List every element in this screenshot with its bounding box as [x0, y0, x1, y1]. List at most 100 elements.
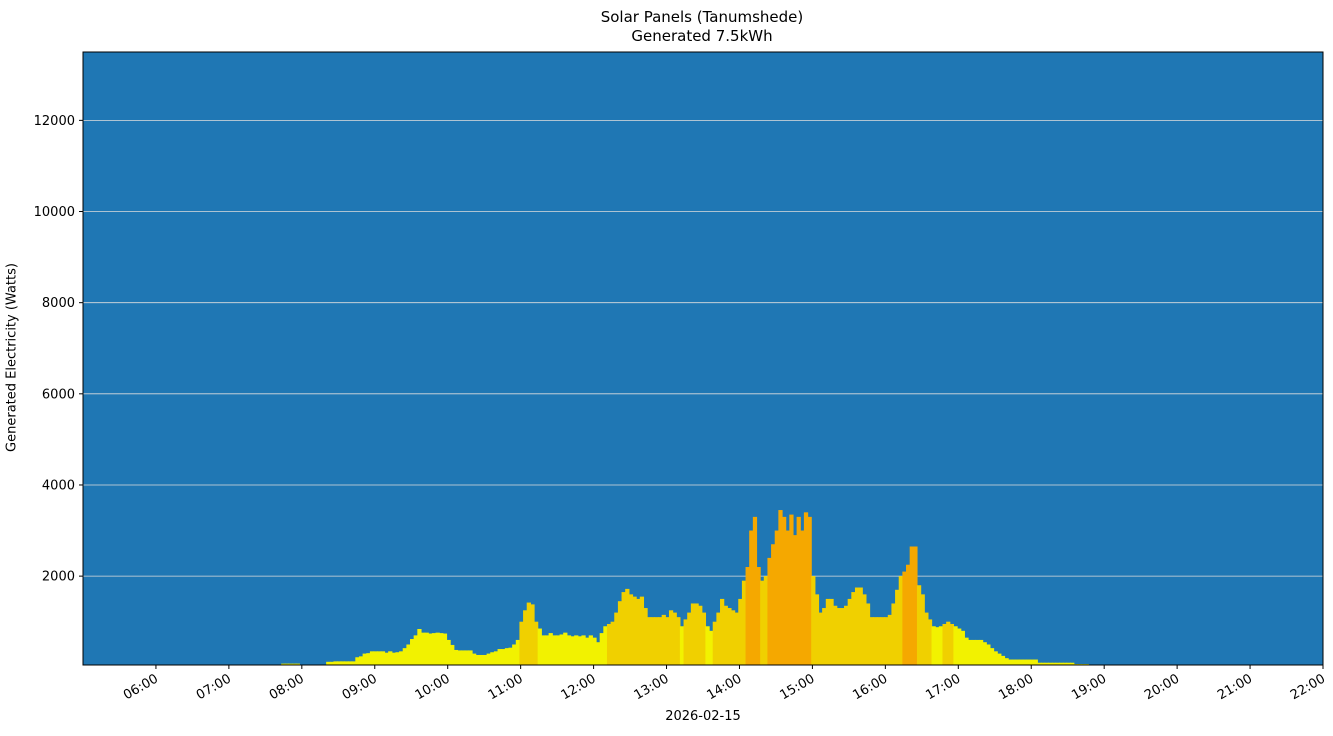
- data-bar: [767, 557, 772, 665]
- data-bar: [902, 571, 907, 665]
- data-bar: [439, 633, 444, 665]
- y-tick-label: 6000: [42, 387, 75, 402]
- data-bar: [497, 649, 502, 665]
- data-bar: [679, 626, 685, 665]
- data-bar: [559, 634, 564, 665]
- data-bar: [730, 610, 736, 665]
- data-bar: [373, 651, 378, 665]
- data-bar: [895, 589, 900, 665]
- data-bar: [734, 612, 739, 665]
- data-bar: [741, 580, 747, 665]
- data-bar: [716, 612, 721, 665]
- data-bar: [606, 623, 612, 665]
- data-bar: [971, 639, 976, 665]
- data-bar: [975, 639, 980, 665]
- data-bar: [873, 617, 878, 665]
- data-bar: [938, 626, 944, 665]
- data-bar: [698, 605, 703, 665]
- data-bar: [574, 635, 579, 665]
- data-bar: [712, 621, 717, 665]
- data-bar: [337, 661, 342, 665]
- data-bar: [672, 612, 677, 665]
- plot-background: [83, 52, 1323, 665]
- plot-frame: [82, 51, 1324, 666]
- data-bar: [953, 626, 958, 665]
- data-bar: [413, 635, 418, 665]
- data-bar: [391, 652, 397, 665]
- data-bar: [617, 601, 623, 665]
- x-tick-label: 06:00: [121, 671, 161, 703]
- data-bar: [727, 608, 732, 665]
- data-bar: [989, 648, 995, 665]
- data-bar: [927, 619, 933, 665]
- data-bar: [960, 630, 965, 665]
- data-bar: [632, 596, 637, 665]
- data-bar: [949, 623, 955, 665]
- data-bar: [738, 598, 743, 665]
- data-bar: [592, 637, 597, 665]
- data-bar: [829, 598, 834, 665]
- data-bar: [515, 639, 521, 665]
- data-bar: [563, 632, 568, 665]
- data-bar: [501, 649, 506, 665]
- data-bar: [417, 628, 422, 665]
- data-bar: [876, 617, 882, 665]
- data-bar: [402, 648, 407, 665]
- x-tick-label: 22:00: [1288, 671, 1328, 703]
- data-bar: [916, 585, 922, 665]
- data-bar: [351, 661, 356, 665]
- data-bar: [749, 530, 754, 665]
- data-bar: [942, 623, 947, 665]
- data-bar: [705, 626, 710, 665]
- data-bar: [858, 587, 863, 665]
- data-bar: [964, 637, 969, 665]
- data-bar: [406, 644, 411, 665]
- data-bar: [1044, 662, 1049, 665]
- data-bar: [541, 635, 546, 665]
- data-bar: [530, 604, 535, 665]
- x-tick-label: 14:00: [705, 671, 745, 703]
- data-bar: [395, 652, 400, 665]
- data-bar: [840, 608, 845, 665]
- data-bar: [906, 564, 911, 665]
- data-bar: [581, 635, 586, 665]
- data-bar: [377, 651, 382, 665]
- data-bar: [968, 639, 973, 665]
- data-bar: [814, 594, 820, 665]
- data-bar: [658, 617, 663, 665]
- data-bar: [523, 610, 528, 665]
- data-bar: [887, 614, 893, 665]
- data-bar: [774, 530, 779, 665]
- data-bar: [504, 648, 510, 665]
- data-bar: [1022, 659, 1027, 665]
- data-bar: [585, 637, 590, 665]
- data-bar: [647, 617, 652, 665]
- data-bar: [931, 626, 936, 665]
- data-bar: [723, 605, 728, 665]
- chart-title-line1: Solar Panels (Tanumshede): [600, 8, 804, 26]
- data-bar: [957, 628, 962, 665]
- data-bar: [676, 617, 681, 665]
- data-bar: [482, 654, 488, 665]
- data-bar: [566, 635, 572, 665]
- data-bar: [796, 516, 801, 665]
- data-bar: [453, 649, 459, 665]
- x-tick-label: 11:00: [486, 671, 526, 703]
- data-bar: [1033, 659, 1038, 665]
- data-bar: [284, 663, 290, 665]
- data-bar: [288, 663, 293, 665]
- y-tick-label: 2000: [42, 570, 75, 585]
- data-bar: [614, 612, 619, 665]
- data-bar: [935, 627, 940, 665]
- data-bar: [763, 576, 769, 665]
- x-tick-label: 08:00: [267, 671, 307, 703]
- data-bar: [588, 635, 593, 665]
- data-bar: [822, 608, 827, 665]
- data-bar: [428, 633, 433, 665]
- data-bar: [442, 633, 448, 665]
- data-bar: [643, 608, 648, 665]
- data-bar: [1011, 659, 1017, 665]
- data-bar: [854, 587, 860, 665]
- x-tick-label: 20:00: [1142, 671, 1182, 703]
